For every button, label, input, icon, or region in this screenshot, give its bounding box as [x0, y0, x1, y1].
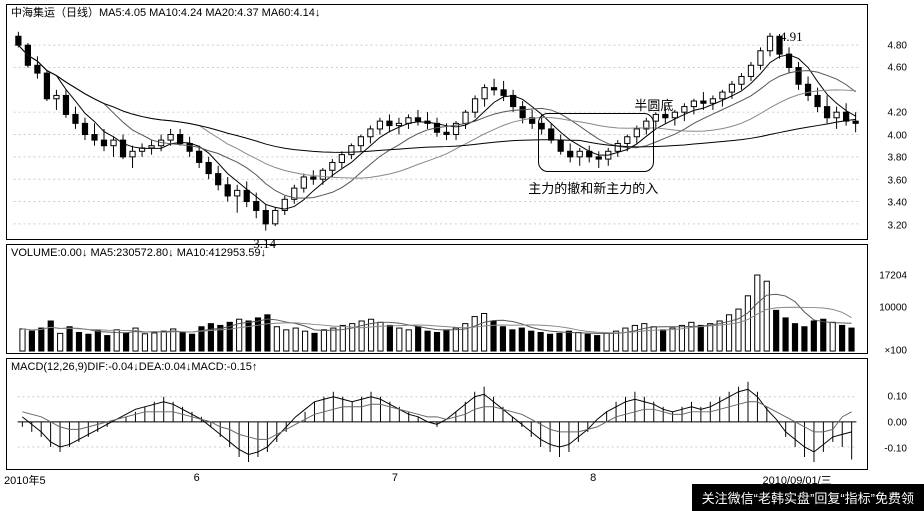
promo-banner: 关注微信“老韩实盘”回复“指标”免费领: [692, 484, 924, 511]
annotation-rounded-box: [538, 113, 654, 172]
price-header: 中海集运（日线）MA5:4.05 MA10:4.24 MA20:4.37 MA6…: [7, 5, 320, 21]
price-y-axis: 3.203.403.603.804.004.204.604.80: [869, 5, 907, 239]
price-chart: [7, 5, 867, 239]
volume-y-axis: ×1001000017204: [869, 245, 907, 353]
macd-chart: [7, 359, 867, 469]
macd-header: MACD(12,26,9)DIF:-0.04↓DEA:0.04↓MACD:-0.…: [7, 359, 257, 375]
high-price-label: 4.91: [780, 29, 803, 45]
x-tick: 6: [194, 472, 200, 484]
price-panel: 中海集运（日线）MA5:4.05 MA10:4.24 MA20:4.37 MA6…: [6, 4, 868, 240]
annotation-below-box: 主力的撤和新主力的入: [528, 178, 658, 197]
low-price-label: 3.14: [253, 236, 276, 252]
x-tick: 7: [392, 472, 398, 484]
macd-panel: MACD(12,26,9)DIF:-0.04↓DEA:0.04↓MACD:-0.…: [6, 358, 868, 470]
annotation-box-label: 半圆底: [634, 95, 673, 114]
macd-y-axis: -0.100.000.10: [869, 359, 907, 469]
x-tick: 2010年5: [4, 472, 46, 488]
volume-panel: VOLUME:0.00↓ MA5:230572.80↓ MA10:412953.…: [6, 244, 868, 354]
volume-chart: [7, 245, 867, 353]
volume-header: VOLUME:0.00↓ MA5:230572.80↓ MA10:412953.…: [7, 245, 266, 261]
x-tick: 8: [590, 472, 596, 484]
